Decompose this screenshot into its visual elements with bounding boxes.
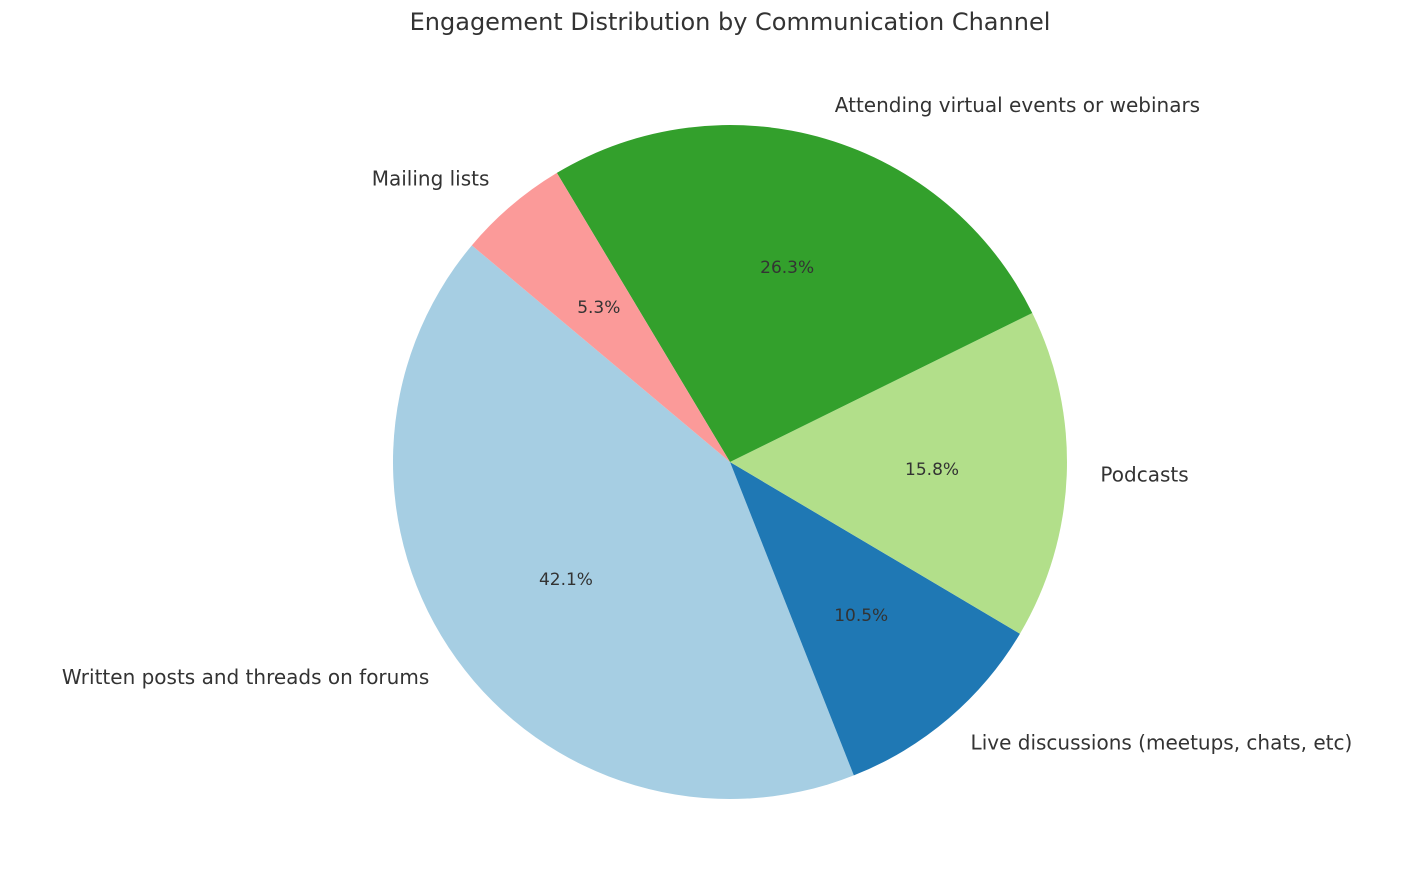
pie-slices (392, 125, 1067, 800)
slice-label: Mailing lists (372, 166, 490, 190)
pie-slice (471, 172, 730, 462)
slice-label: Written posts and threads on forums (62, 665, 429, 689)
slice-label: Podcasts (1100, 463, 1188, 487)
slice-percent-label: 42.1% (539, 570, 593, 590)
pie-slice (730, 313, 1067, 634)
chart-title: Engagement Distribution by Communication… (410, 8, 1051, 36)
pie-slice (730, 462, 1020, 776)
pie-slice (392, 245, 854, 800)
pie-slice (556, 125, 1033, 462)
slice-label: Live discussions (meetups, chats, etc) (971, 731, 1353, 755)
slice-percent-label: 26.3% (760, 258, 814, 278)
slice-percent-label: 5.3% (577, 298, 620, 318)
slice-percent-label: 15.8% (905, 460, 959, 480)
slice-percent-label: 10.5% (834, 606, 888, 626)
pie-labels: Written posts and threads on forums 42.1%… (62, 93, 1352, 755)
slice-label: Attending virtual events or webinars (835, 93, 1200, 117)
